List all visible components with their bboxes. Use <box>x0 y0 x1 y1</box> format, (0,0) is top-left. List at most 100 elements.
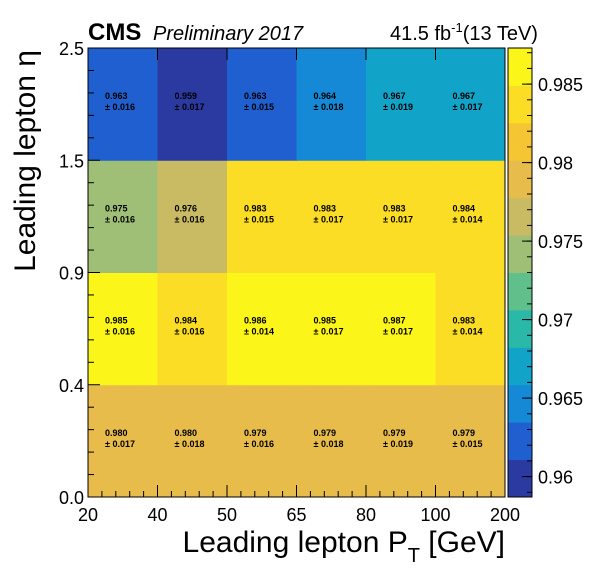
heatmap-cell <box>227 160 297 273</box>
heatmap-cell <box>227 48 297 161</box>
x-tick-label: 100 <box>420 505 450 525</box>
colorbar-tick-label: 0.97 <box>538 311 573 331</box>
cell-error-label: ± 0.015 <box>244 214 274 224</box>
heatmap-cell <box>296 384 367 498</box>
cell-value-label: 0.967 <box>383 91 406 101</box>
x-axis-title: Leading lepton PT [GeV] <box>183 526 505 567</box>
cell-error-label: ± 0.016 <box>175 214 205 224</box>
cell-value-label: 0.967 <box>453 91 476 101</box>
y-axis-ticks: 0.0 0.4 0.9 1.5 2.5 <box>59 39 100 508</box>
heatmap-cell <box>366 48 436 161</box>
cell-value-label: 0.979 <box>453 428 476 438</box>
cell-value-label: 0.963 <box>105 91 128 101</box>
x-tick-label: 65 <box>286 505 306 525</box>
cell-value-label: 0.983 <box>453 316 476 326</box>
cell-value-label: 0.984 <box>175 316 198 326</box>
colorbar-segment <box>508 422 532 461</box>
heatmap-cell <box>366 272 436 386</box>
cell-error-label: ± 0.017 <box>175 102 205 112</box>
heatmap-cells <box>88 48 506 498</box>
cell-error-label: ± 0.014 <box>453 327 483 337</box>
cell-value-label: 0.959 <box>175 91 198 101</box>
heatmap-cell <box>88 384 158 498</box>
heatmap-cell <box>227 272 297 386</box>
colorbar-segment <box>508 122 532 161</box>
heatmap-cell <box>296 272 367 386</box>
y-tick-label: 0.0 <box>59 488 84 508</box>
cell-error-label: ± 0.018 <box>314 102 344 112</box>
cell-error-label: ± 0.017 <box>105 439 135 449</box>
cell-error-label: ± 0.017 <box>314 214 344 224</box>
cell-error-label: ± 0.018 <box>314 439 344 449</box>
cell-error-label: ± 0.018 <box>175 439 205 449</box>
colorbar-ticks: 0.96 0.965 0.97 0.975 0.98 0.985 <box>522 52 583 493</box>
cell-value-label: 0.980 <box>175 428 198 438</box>
x-axis-ticks: 20 40 50 65 80 100 200 <box>78 48 520 525</box>
cell-error-label: ± 0.017 <box>383 214 413 224</box>
colorbar-tick-label: 0.98 <box>538 154 573 174</box>
cell-value-label: 0.984 <box>453 203 476 213</box>
cell-error-label: ± 0.016 <box>105 102 135 112</box>
y-tick-label: 0.4 <box>59 376 84 396</box>
heatmap-cell <box>435 384 506 498</box>
heatmap-cell <box>157 48 228 161</box>
cell-value-label: 0.963 <box>244 91 267 101</box>
cell-value-label: 0.979 <box>244 428 267 438</box>
cell-value-label: 0.983 <box>244 203 267 213</box>
heatmap-cell <box>88 160 158 273</box>
colorbar-tick-label: 0.985 <box>538 75 583 95</box>
colorbar-tick-label: 0.975 <box>538 232 583 252</box>
heatmap-cell <box>157 160 228 273</box>
colorbar-segment <box>508 272 532 311</box>
x-tick-label: 200 <box>490 505 520 525</box>
y-tick-label: 2.5 <box>59 39 84 59</box>
cell-error-label: ± 0.014 <box>244 327 274 337</box>
heatmap-cell <box>366 160 436 273</box>
luminosity-label: 41.5 fb-1(13 TeV) <box>390 20 538 45</box>
colorbar-segment <box>508 197 532 236</box>
y-axis-title: Leading lepton η <box>9 50 42 272</box>
heatmap-cell <box>296 48 367 161</box>
heatmap-cell <box>296 160 367 273</box>
colorbar-segment <box>508 384 532 423</box>
cell-value-label: 0.975 <box>105 203 128 213</box>
cell-value-label: 0.979 <box>314 428 337 438</box>
colorbar-tick-label: 0.96 <box>538 468 573 488</box>
colorbar-segment <box>508 309 532 348</box>
x-tick-label: 40 <box>147 505 167 525</box>
colorbar-segment <box>508 160 532 199</box>
heatmap-cell <box>435 48 506 161</box>
colorbar-segment <box>508 48 532 86</box>
cell-value-label: 0.976 <box>175 203 198 213</box>
preliminary-label: Preliminary 2017 <box>153 23 304 45</box>
cell-value-label: 0.987 <box>383 316 406 326</box>
y-tick-label: 0.9 <box>59 264 84 284</box>
cell-value-label: 0.980 <box>105 428 128 438</box>
cell-error-label: ± 0.019 <box>383 439 413 449</box>
cell-error-label: ± 0.017 <box>383 327 413 337</box>
colorbar-tick-label: 0.965 <box>538 389 583 409</box>
cell-error-label: ± 0.016 <box>244 439 274 449</box>
colorbar-segment <box>508 459 532 498</box>
cell-value-label: 0.983 <box>383 203 406 213</box>
cell-value-label: 0.979 <box>383 428 406 438</box>
heatmap-cell <box>366 384 436 498</box>
cms-label: CMS <box>88 19 141 46</box>
cell-error-label: ± 0.017 <box>314 327 344 337</box>
cell-value-label: 0.986 <box>244 316 267 326</box>
x-tick-label: 20 <box>78 505 98 525</box>
cell-value-label: 0.964 <box>314 91 337 101</box>
x-tick-label: 50 <box>217 505 237 525</box>
heatmap-cell <box>88 272 158 386</box>
cell-error-label: ± 0.015 <box>244 102 274 112</box>
heatmap-cell <box>435 272 506 386</box>
cell-value-label: 0.985 <box>314 316 337 326</box>
cell-error-label: ± 0.019 <box>383 102 413 112</box>
cell-value-label: 0.983 <box>314 203 337 213</box>
colorbar-segment <box>508 85 532 124</box>
heatmap-cell <box>157 384 228 498</box>
x-tick-label: 80 <box>356 505 376 525</box>
y-tick-label: 1.5 <box>59 151 84 171</box>
